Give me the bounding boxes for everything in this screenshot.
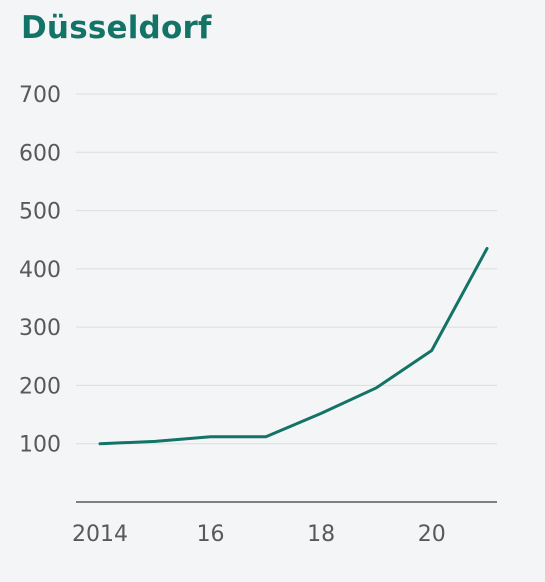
y-tick-label-400: 400 <box>19 258 61 283</box>
gridlines <box>76 93 497 445</box>
x-tick-label-2014: 2014 <box>72 522 128 547</box>
tick-labels: 100 200 300 400 500 600 700 2014 16 18 20 <box>19 83 446 547</box>
y-tick-label-300: 300 <box>19 316 61 341</box>
y-tick-label-200: 200 <box>19 374 61 399</box>
x-tick-label-2018: 18 <box>307 522 335 547</box>
y-tick-label-600: 600 <box>19 141 61 166</box>
series <box>98 247 489 446</box>
series-line-0 <box>98 247 489 446</box>
y-tick-label-100: 100 <box>19 433 61 458</box>
y-tick-label-700: 700 <box>19 83 61 108</box>
x-tick-label-2020: 20 <box>418 522 446 547</box>
y-tick-label-500: 500 <box>19 200 61 225</box>
chart-title: Düsseldorf <box>21 10 212 46</box>
x-tick-label-2016: 16 <box>197 522 225 547</box>
